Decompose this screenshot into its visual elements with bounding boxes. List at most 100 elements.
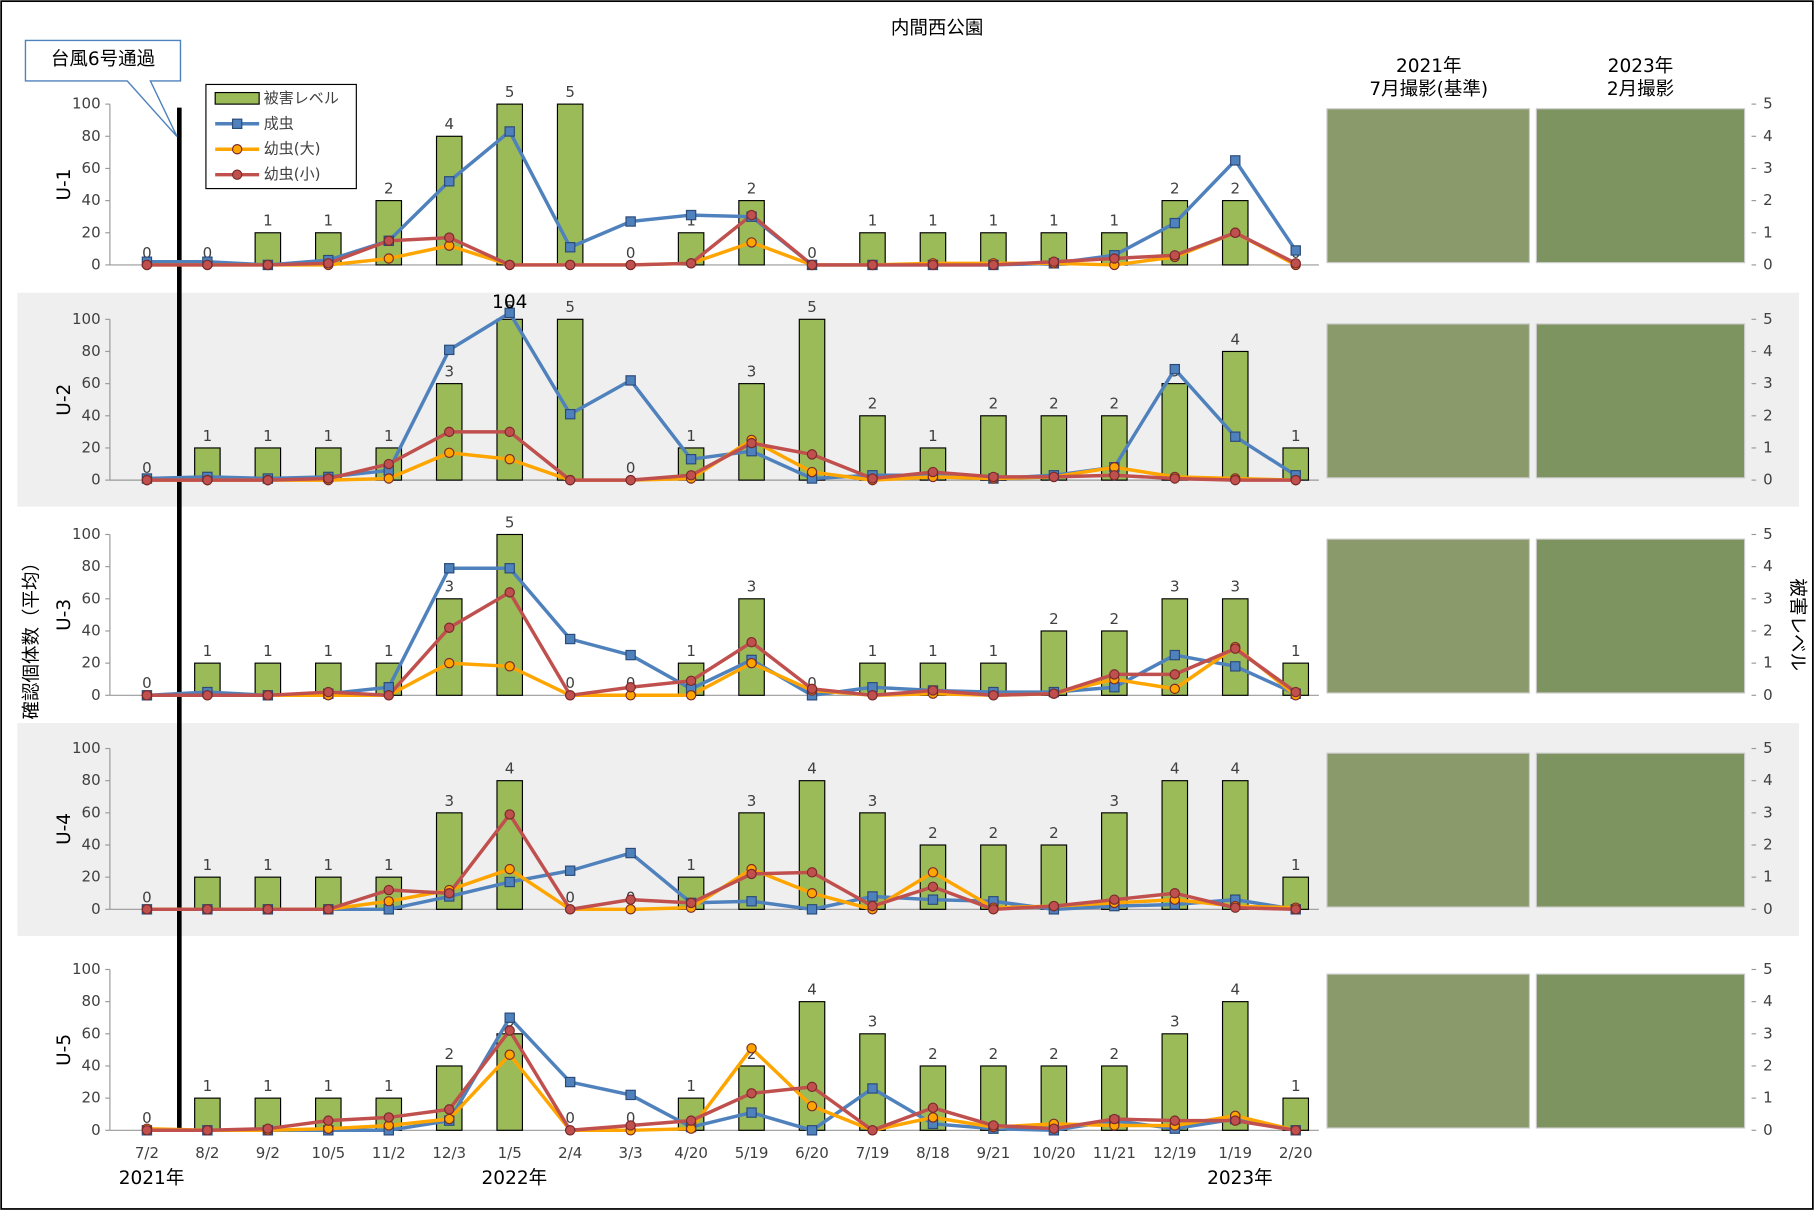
marker <box>203 691 212 700</box>
y-tick-label: 100 <box>72 310 101 328</box>
marker <box>445 1105 454 1114</box>
bar-label: 4 <box>807 981 817 999</box>
bar-label: 3 <box>1110 792 1120 810</box>
marker <box>566 475 575 484</box>
y2-tick-label: 2 <box>1763 406 1773 424</box>
chart: 内間西公園 台風6号通過 確認個体数（平均） 被害レベル 2021年7月撮影(基… <box>0 0 1814 1210</box>
bar-label: 2 <box>1110 1045 1120 1063</box>
bar <box>1162 384 1187 480</box>
marker <box>807 1082 816 1091</box>
bar-label: 2 <box>1049 1045 1059 1063</box>
y2-tick-label: 2 <box>1763 191 1773 209</box>
bar-label: 1 <box>384 427 394 445</box>
marker <box>747 210 756 219</box>
marker <box>1291 475 1300 484</box>
marker <box>1049 901 1058 910</box>
y2-tick-label: 0 <box>1763 255 1773 273</box>
marker <box>626 683 635 692</box>
y-tick-label: 100 <box>72 739 101 757</box>
marker <box>324 259 333 268</box>
marker <box>989 260 998 269</box>
y-tick-label: 40 <box>82 621 101 639</box>
photo <box>1327 109 1529 263</box>
bar-label: 0 <box>626 244 636 262</box>
bar-label: 2 <box>1110 610 1120 628</box>
y-tick-label: 100 <box>72 960 101 978</box>
bar-label: 1 <box>324 856 334 874</box>
marker <box>626 905 635 914</box>
marker <box>263 691 272 700</box>
marker <box>445 345 454 354</box>
marker <box>445 177 454 186</box>
marker <box>1049 1124 1058 1133</box>
legend-swatch <box>233 170 242 179</box>
bar-label: 1 <box>989 212 999 230</box>
x-tick-label: 10/20 <box>1032 1144 1075 1162</box>
marker <box>566 1077 575 1086</box>
marker <box>324 474 333 483</box>
bar-label: 1 <box>203 1077 213 1095</box>
legend-label: 幼虫(大) <box>264 140 321 158</box>
bar <box>557 104 582 265</box>
marker <box>445 233 454 242</box>
bar-label: 0 <box>142 674 152 692</box>
x-tick-label: 8/2 <box>195 1144 219 1162</box>
panel-label: U-2 <box>54 384 75 416</box>
marker <box>1110 895 1119 904</box>
marker <box>807 450 816 459</box>
y2-tick-label: 5 <box>1763 525 1773 543</box>
marker <box>263 475 272 484</box>
bar-label: 1 <box>384 1077 394 1095</box>
bar-label: 1 <box>384 856 394 874</box>
marker <box>626 376 635 385</box>
bar-label: 2 <box>747 180 757 198</box>
x-tick-label: 2/4 <box>558 1144 582 1162</box>
y2-tick-label: 0 <box>1763 900 1773 918</box>
marker <box>445 623 454 632</box>
bar-label: 4 <box>444 115 454 133</box>
marker <box>626 895 635 904</box>
marker <box>747 897 756 906</box>
marker <box>807 905 816 914</box>
x-tick-label: 3/3 <box>619 1144 643 1162</box>
x-tick-label: 2/20 <box>1279 1144 1313 1162</box>
marker <box>747 659 756 668</box>
bar-label: 2 <box>989 1045 999 1063</box>
y2-tick-label: 5 <box>1763 310 1773 328</box>
marker <box>868 1084 877 1093</box>
marker <box>142 1126 151 1135</box>
y-tick-label: 40 <box>82 406 101 424</box>
bar-label: 3 <box>444 792 454 810</box>
marker <box>928 868 937 877</box>
y2-tick-label: 1 <box>1763 438 1773 456</box>
y2-tick-label: 5 <box>1763 960 1773 978</box>
bar-label: 5 <box>565 298 575 316</box>
x-tick-label: 5/19 <box>735 1144 769 1162</box>
marker <box>1170 650 1179 659</box>
bar <box>860 1034 885 1130</box>
bar <box>739 813 764 909</box>
marker <box>505 564 514 573</box>
marker <box>445 659 454 668</box>
y2-tick-label: 2 <box>1763 621 1773 639</box>
bar <box>1223 781 1248 910</box>
y-tick-label: 40 <box>82 1056 101 1074</box>
photo <box>1536 753 1744 907</box>
bar-label: 1 <box>263 642 273 660</box>
bar-label: 5 <box>505 513 515 531</box>
photo <box>1327 539 1529 693</box>
marker <box>747 869 756 878</box>
photo <box>1327 753 1529 907</box>
bar-label: 1 <box>263 212 273 230</box>
bar-label: 4 <box>1230 981 1240 999</box>
y-tick-label: 40 <box>82 191 101 209</box>
y2-tick-label: 4 <box>1763 557 1773 575</box>
marker <box>1170 684 1179 693</box>
marker <box>1110 254 1119 263</box>
panel-bg <box>17 723 1799 936</box>
y-tick-label: 0 <box>91 686 101 704</box>
marker <box>807 1102 816 1111</box>
y-tick-label: 80 <box>82 557 101 575</box>
marker <box>807 889 816 898</box>
marker <box>505 127 514 136</box>
